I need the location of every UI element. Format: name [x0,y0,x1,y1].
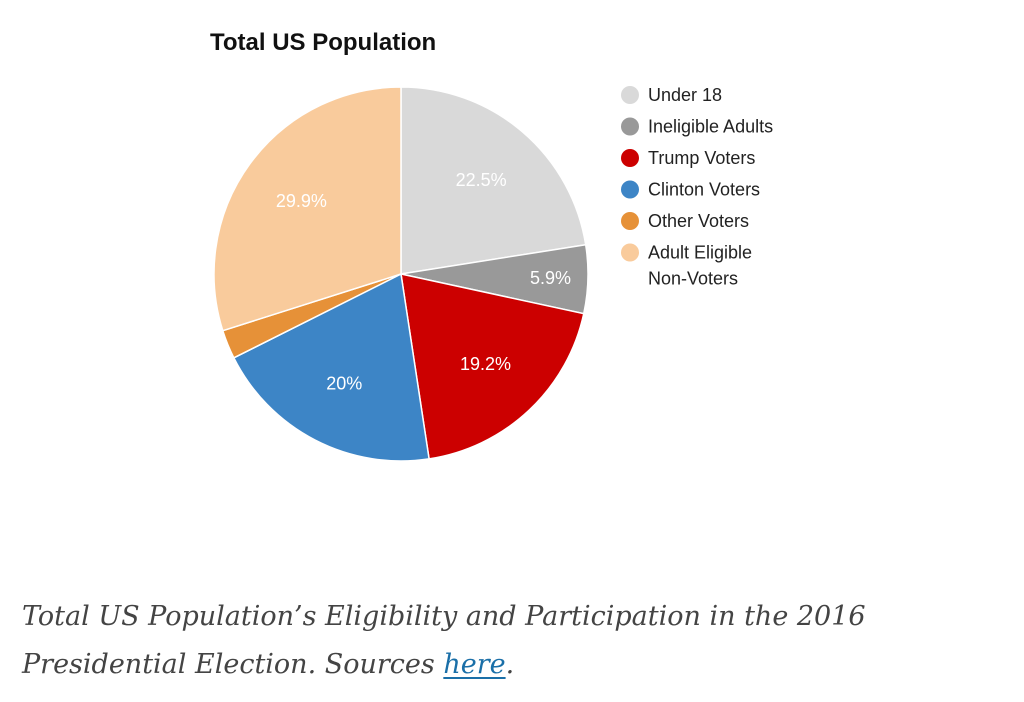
pie-slice-trump-voters [400,273,585,460]
pie-slice-labels: 22.5% 5.9% 19.2% 20% 29.9% [276,170,571,393]
caption-text: Total US Population’s Eligibility and Pa… [22,601,866,680]
pie-label-under-18: 22.5% [456,170,507,190]
legend-label-other-voters: Other Voters [648,211,749,231]
pie-slices [213,86,589,462]
legend-swatch-trump-voters [621,149,639,167]
pie-label-clinton-voters: 20% [326,374,362,394]
legend-swatch-under-18 [621,86,639,104]
pie-slice-adult-eligible-non-voters [213,86,402,332]
chart-title: Total US Population [210,29,436,56]
pie-chart-figure: Total US Population 22.5% 5.9% 19.2% 20% 29.… [210,29,773,462]
legend-swatch-adult-eligible-non-voters [621,243,639,262]
pie-slice-under-18 [400,86,587,275]
pie-chart: Total US Population 22.5% 5.9% 19.2% 20% 29.… [210,29,773,462]
pie-slice-clinton-voters [232,272,430,462]
legend-swatch-clinton-voters [621,180,639,199]
legend-label-trump-voters: Trump Voters [648,148,755,168]
legend-swatch-ineligible-adults [621,117,639,136]
legend-label-adult-eligible-non-voters: Adult Eligible Non-Voters [648,243,752,289]
figure-caption: Total US Population’s Eligibility and Pa… [22,593,1012,689]
caption-trailing: . [505,649,515,680]
sources-link[interactable]: here [443,649,506,680]
pie-label-ineligible-adults: 5.9% [530,268,571,288]
pie-label-adult-eligible-non-voters: 29.9% [276,191,327,211]
legend: Under 18 Ineligible Adults Trump Voters Cli… [621,85,773,289]
legend-label-clinton-voters: Clinton Voters [648,180,760,200]
legend-label-under-18: Under 18 [648,85,722,105]
legend-label-ineligible-adults: Ineligible Adults [648,117,773,137]
legend-swatch-other-voters [621,212,639,230]
pie-label-trump-voters: 19.2% [460,354,511,374]
